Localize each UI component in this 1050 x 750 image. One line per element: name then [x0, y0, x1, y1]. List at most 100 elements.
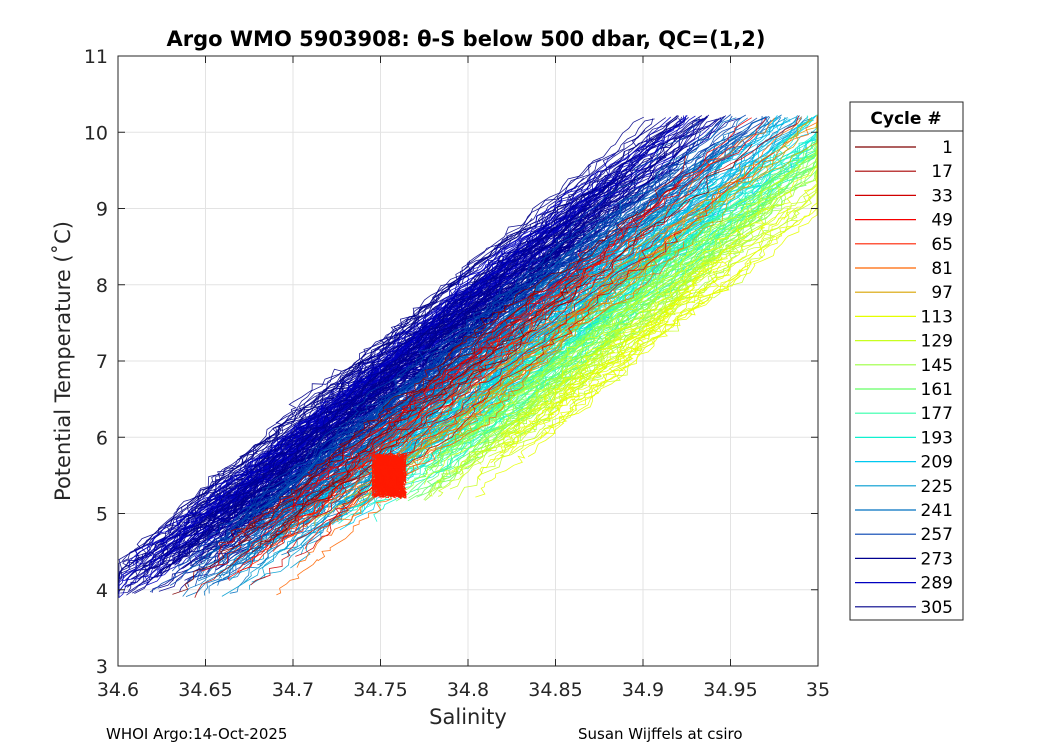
profile-trace [511, 269, 741, 454]
profile-trace [339, 116, 802, 511]
profile-trace [201, 329, 483, 563]
profile-trace [490, 207, 788, 464]
profile-trace [236, 198, 634, 538]
profile-trace [424, 259, 706, 501]
profile-trace [149, 282, 530, 593]
profile-trace [511, 117, 818, 420]
legend-entry-label: 305 [921, 598, 953, 618]
profile-trace [247, 149, 676, 510]
profile-trace [454, 174, 774, 446]
profile-trace [216, 220, 604, 543]
footer-right-credit: Susan Wijffels at csiro [578, 725, 743, 743]
profile-trace [228, 117, 698, 526]
profile-trace [476, 244, 744, 465]
profile-trace [232, 118, 705, 514]
profile-trace [132, 170, 602, 566]
profile-trace [218, 293, 537, 566]
profile-trace [224, 117, 725, 541]
profile-trace [218, 311, 508, 550]
profile-trace [148, 237, 518, 543]
legend-entry-label: 17 [931, 162, 953, 182]
legend-title: Cycle # [870, 109, 941, 129]
profile-trace [172, 211, 639, 595]
legend-entry-label: 257 [921, 525, 953, 545]
x-tick-label: 34.7 [272, 679, 314, 701]
y-tick-label: 8 [96, 275, 108, 297]
profile-trace [176, 257, 533, 557]
profile-trace [161, 115, 688, 551]
legend-entry-label: 129 [921, 332, 953, 352]
profile-trace [263, 117, 752, 531]
profile-trace [194, 174, 627, 528]
profile-trace [158, 163, 647, 567]
profile-trace [533, 207, 792, 423]
profile-trace [221, 261, 554, 541]
legend-entry-label: 289 [921, 574, 953, 594]
profile-trace [237, 227, 651, 574]
profile-trace [226, 285, 502, 516]
profile-trace-red-cluster [373, 460, 407, 498]
profile-trace [260, 268, 588, 531]
legend-entry-label: 225 [921, 477, 953, 497]
y-tick-label: 3 [96, 656, 108, 678]
profile-traces [118, 114, 818, 598]
profile-trace [132, 279, 506, 594]
profile-trace [385, 179, 717, 456]
profile-trace [480, 208, 799, 474]
y-tick-label: 5 [96, 504, 108, 526]
profile-trace [251, 276, 581, 553]
profile-trace [451, 117, 818, 438]
profile-trace [258, 116, 767, 538]
x-tick-label: 34.8 [447, 679, 489, 701]
legend-entry-label: 193 [921, 428, 953, 448]
profile-trace [122, 315, 417, 567]
profile-trace [475, 260, 752, 498]
legend-entry-label: 177 [921, 404, 953, 424]
profile-trace [272, 277, 593, 552]
x-tick-label: 34.65 [178, 679, 232, 701]
profile-trace [250, 235, 661, 586]
footer-left-credit: WHOI Argo:14-Oct-2025 [106, 725, 288, 743]
legend-entry-label: 33 [931, 186, 953, 206]
profile-trace [292, 180, 681, 512]
profile-trace [306, 117, 767, 506]
profile-trace [136, 294, 465, 564]
legend-entry-label: 113 [921, 307, 953, 327]
profile-trace [530, 191, 793, 411]
profile-trace [197, 136, 737, 582]
profile-trace [170, 189, 583, 532]
profile-trace [269, 143, 753, 548]
profile-trace [118, 165, 592, 593]
profile-trace [353, 119, 813, 505]
y-tick-label: 10 [84, 122, 108, 144]
legend-entry-label: 209 [921, 453, 953, 473]
y-tick-label: 7 [96, 351, 108, 373]
profile-trace [427, 117, 818, 468]
chart-title: Argo WMO 5903908: θ-S below 500 dbar, QC… [167, 27, 766, 51]
profile-trace [181, 173, 598, 528]
profile-trace [451, 256, 706, 472]
profile-trace [118, 218, 533, 578]
legend-entry-label: 241 [921, 501, 953, 521]
profile-trace [499, 289, 700, 453]
profile-trace [182, 216, 598, 569]
x-tick-label: 34.75 [353, 679, 407, 701]
profile-trace [184, 316, 479, 555]
y-tick-label: 6 [96, 427, 108, 449]
profile-trace [479, 158, 802, 428]
legend-entry-label: 81 [931, 259, 953, 279]
profile-trace [231, 196, 607, 519]
profile-trace [269, 318, 520, 536]
profile-trace [423, 186, 785, 485]
legend-entry-label: 1 [942, 138, 953, 158]
legend-entry-label: 65 [931, 235, 953, 255]
x-axis-label: Salinity [429, 705, 507, 729]
profile-trace [474, 149, 818, 448]
y-tick-label: 9 [96, 199, 108, 221]
profile-trace [417, 220, 714, 462]
x-tick-label: 34.95 [703, 679, 757, 701]
profile-trace [400, 118, 811, 468]
profile-trace [200, 117, 687, 521]
legend: Cycle # 1 17 33 49 65 81 97 113 129 145 161 177 193 2… [849, 101, 964, 621]
